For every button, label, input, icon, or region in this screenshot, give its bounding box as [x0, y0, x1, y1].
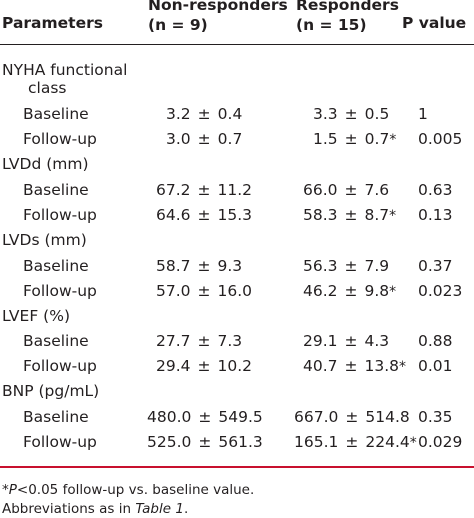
- p-value: 0.35: [418, 408, 453, 426]
- nr-value: 525.0 ±561.3: [147, 433, 263, 451]
- group-label-lvef: LVEF (%): [2, 307, 70, 325]
- significance-star: *: [399, 359, 407, 375]
- group-label-nyha-cont: class: [28, 79, 67, 97]
- nr-value: 3.0 ±0.7: [166, 130, 243, 148]
- header-p-value: P value: [402, 14, 467, 32]
- footnote-significance: *P<0.05 follow-up vs. baseline value.: [2, 482, 254, 498]
- p-value: 1: [418, 105, 428, 123]
- nr-value: 57.0 ±16.0: [156, 282, 253, 300]
- p-value: 0.01: [418, 357, 453, 375]
- header-responders-n-text: (n = 15): [296, 16, 367, 34]
- nr-value: 3.2 ±0.4: [166, 105, 243, 123]
- row-label: Follow-up: [23, 282, 97, 300]
- r-value: 1.5 ±0.7*: [313, 130, 397, 148]
- header-parameters: Parameters: [2, 14, 103, 32]
- r-value: 56.3 ±7.9: [303, 257, 390, 275]
- r-value: 58.3 ±8.7*: [303, 206, 397, 224]
- p-value: 0.13: [418, 206, 453, 224]
- header-rule: [0, 44, 474, 45]
- header-non-responders: Non-responders: [148, 0, 288, 14]
- nr-value: 27.7 ±7.3: [156, 332, 243, 350]
- r-value: 165.1 ±224.4*: [294, 433, 417, 451]
- group-label-bnp: BNP (pg/mL): [2, 382, 100, 400]
- row-label: Baseline: [23, 257, 89, 275]
- significance-star: *: [389, 284, 397, 300]
- row-label: Follow-up: [23, 357, 97, 375]
- p-value: 0.023: [418, 282, 463, 300]
- header-non-responders-n-text: (n = 9): [148, 16, 208, 34]
- row-label: Baseline: [23, 105, 89, 123]
- footnote-abbrev-prefix: Abbreviations as in: [2, 501, 136, 517]
- row-label: Baseline: [23, 332, 89, 350]
- group-label-lvds: LVDs (mm): [2, 231, 87, 249]
- header-responders-n: (n = 15): [296, 16, 367, 34]
- significance-star: *: [389, 208, 397, 224]
- p-value: 0.37: [418, 257, 453, 275]
- table-bottom-rule: [0, 466, 474, 468]
- r-value: 29.1 ±4.3: [303, 332, 390, 350]
- significance-star: *: [409, 435, 417, 451]
- r-value: 3.3 ±0.5: [313, 105, 390, 123]
- footnote-table-ref: Table 1: [135, 501, 184, 517]
- significance-star: *: [389, 132, 397, 148]
- footnote-abbrev-suffix: .: [183, 501, 189, 517]
- nr-value: 58.7 ±9.3: [156, 257, 243, 275]
- group-label-lvdd: LVDd (mm): [2, 155, 89, 173]
- r-value: 46.2 ±9.8*: [303, 282, 397, 300]
- nr-value: 64.6 ±15.3: [156, 206, 253, 224]
- group-label-nyha: NYHA functional: [2, 61, 128, 79]
- row-label: Baseline: [23, 181, 89, 199]
- nr-value: 480.0 ±549.5: [147, 408, 263, 426]
- row-label: Follow-up: [23, 130, 97, 148]
- p-value: 0.63: [418, 181, 453, 199]
- p-value: 0.029: [418, 433, 463, 451]
- r-value: 66.0 ±7.6: [303, 181, 390, 199]
- row-label: Follow-up: [23, 433, 97, 451]
- nr-value: 29.4 ±10.2: [156, 357, 253, 375]
- footnote-abbreviations: Abbreviations as in Table 1.: [2, 501, 188, 517]
- row-label: Baseline: [23, 408, 89, 426]
- footnote-star: *: [2, 482, 9, 498]
- nr-value: 67.2 ±11.2: [156, 181, 253, 199]
- header-non-responders-n: (n = 9): [148, 16, 208, 34]
- footnote-p: P: [8, 482, 17, 498]
- r-value: 667.0 ±514.8: [294, 408, 410, 426]
- p-value: 0.005: [418, 130, 463, 148]
- r-value: 40.7 ±13.8*: [303, 357, 407, 375]
- row-label: Follow-up: [23, 206, 97, 224]
- p-value: 0.88: [418, 332, 453, 350]
- header-responders: Responders: [296, 0, 399, 14]
- footnote-text: <0.05 follow-up vs. baseline value.: [16, 482, 255, 498]
